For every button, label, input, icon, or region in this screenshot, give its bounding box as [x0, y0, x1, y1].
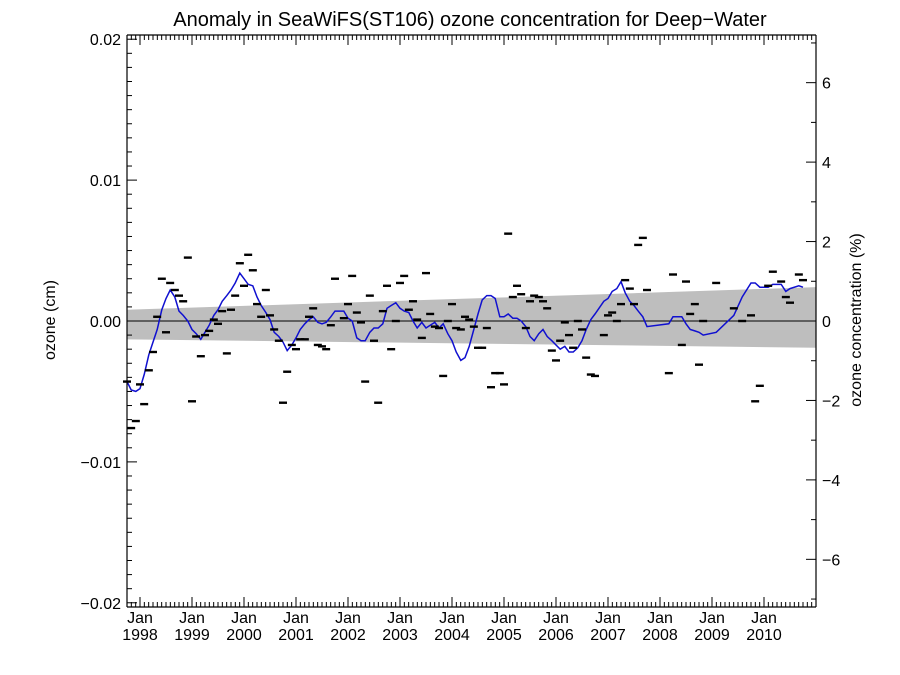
- axis-ticks: 0.020.010.00−0.01−0.026420−2−4−6Jan1998J…: [81, 32, 841, 644]
- y-tick-label-left: 0.02: [90, 32, 121, 49]
- x-tick-label-year: 2006: [538, 627, 574, 644]
- y-tick-label-right: −2: [822, 393, 840, 410]
- y-tick-label-right: 6: [822, 76, 831, 93]
- x-tick-label-month: Jan: [127, 610, 153, 627]
- x-tick-label-month: Jan: [179, 610, 205, 627]
- x-tick-label-year: 2009: [694, 627, 730, 644]
- x-tick-label-year: 2000: [226, 627, 262, 644]
- y-tick-label-left: 0.01: [90, 173, 121, 190]
- smoothed-line-layer: [126, 271, 804, 393]
- x-tick-label-year: 2008: [642, 627, 678, 644]
- x-tick-label-month: Jan: [283, 610, 309, 627]
- chart-title: Anomaly in SeaWiFS(ST106) ozone concentr…: [173, 9, 767, 31]
- y-tick-label-left: −0.02: [81, 596, 122, 613]
- x-tick-label-month: Jan: [231, 610, 257, 627]
- smoothed-series-line: [126, 271, 804, 393]
- x-tick-label-month: Jan: [595, 610, 621, 627]
- y-axis-label-right: ozone concentration (%): [848, 233, 865, 406]
- x-tick-label-month: Jan: [335, 610, 361, 627]
- monthly-anomaly-markers: [123, 232, 807, 430]
- x-tick-label-month: Jan: [439, 610, 465, 627]
- x-tick-label-month: Jan: [491, 610, 517, 627]
- y-tick-label-right: −6: [822, 552, 840, 569]
- x-tick-label-year: 2005: [486, 627, 522, 644]
- x-tick-label-year: 2001: [278, 627, 314, 644]
- x-tick-label-year: 1999: [174, 627, 210, 644]
- x-tick-label-month: Jan: [387, 610, 413, 627]
- x-tick-label-year: 2003: [382, 627, 418, 644]
- x-tick-label-month: Jan: [543, 610, 569, 627]
- y-tick-label-right: 0: [822, 314, 831, 331]
- y-tick-label-right: 4: [822, 155, 831, 172]
- x-tick-label-year: 2004: [434, 627, 470, 644]
- x-tick-label-month: Jan: [647, 610, 673, 627]
- x-tick-label-year: 2007: [590, 627, 626, 644]
- y-tick-label-left: 0.00: [90, 314, 121, 331]
- y-tick-label-right: −4: [822, 473, 840, 490]
- x-tick-label-year: 2002: [330, 627, 366, 644]
- x-tick-label-month: Jan: [751, 610, 777, 627]
- x-tick-label-month: Jan: [699, 610, 725, 627]
- y-axis-label-left: ozone (cm): [42, 280, 59, 360]
- x-tick-label-year: 2010: [746, 627, 782, 644]
- y-tick-label-right: 2: [822, 235, 831, 252]
- x-tick-label-year: 1998: [122, 627, 158, 644]
- y-tick-label-left: −0.01: [81, 455, 122, 472]
